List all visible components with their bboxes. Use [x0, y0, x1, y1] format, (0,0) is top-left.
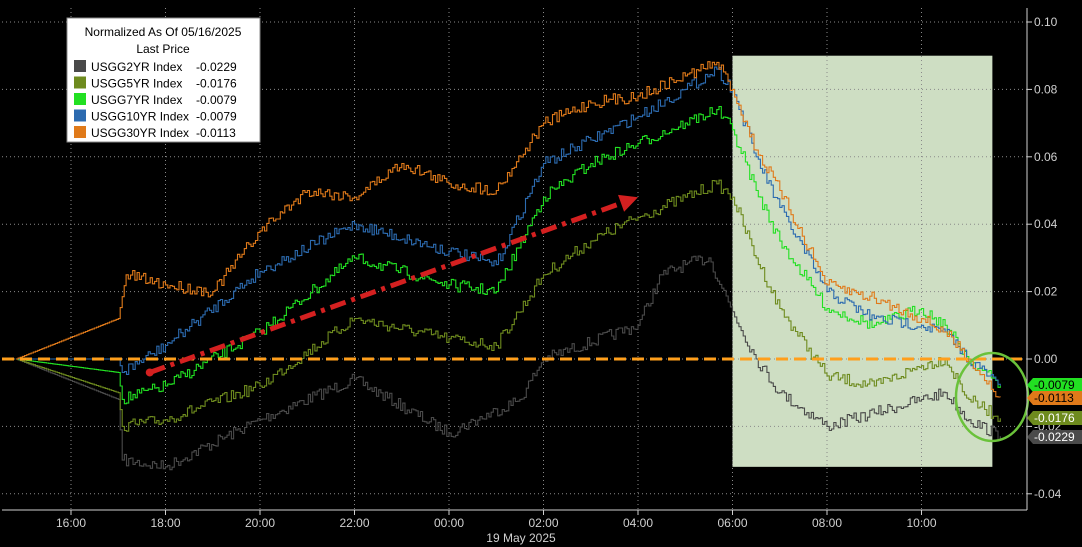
date-label: 19 May 2025 [486, 531, 556, 545]
end-value-label: -0.0176 [1034, 411, 1075, 425]
end-value-tag [1027, 411, 1082, 425]
legend-series-value: -0.0113 [196, 126, 236, 140]
y-tick-label: 0.02 [1034, 285, 1058, 299]
legend-swatch [74, 126, 86, 138]
trend-arrow-head [618, 194, 638, 212]
legend-swatch [74, 93, 86, 105]
series-line-usgg5yr [15, 179, 1001, 432]
series-line-usgg10yr [15, 66, 1001, 386]
legend-swatch [74, 109, 86, 122]
legend-subtitle: Last Price [136, 42, 190, 56]
x-tick-label: 16:00 [56, 516, 86, 530]
y-tick-label: 0.00 [1034, 352, 1058, 366]
trend-arrow-tail [145, 368, 154, 377]
end-value-tag [1027, 391, 1082, 405]
legend-series-name: USGG7YR Index [91, 93, 182, 107]
x-tick-label: 00:00 [434, 516, 464, 530]
x-tick-label: 22:00 [339, 516, 369, 530]
x-tick-label: 10:00 [906, 516, 936, 530]
legend-series-value: -0.0079 [196, 110, 237, 124]
x-tick-label: 02:00 [528, 516, 558, 530]
shaded-region [732, 55, 993, 467]
end-value-label: -0.0079 [1034, 378, 1075, 392]
end-value-tag [1027, 378, 1082, 392]
legend-box [66, 17, 261, 143]
y-tick-label: 0.04 [1034, 217, 1058, 231]
x-tick-label: 20:00 [245, 516, 275, 530]
legend-series-name: USGG5YR Index [91, 77, 182, 91]
trend-arrow-line [148, 199, 625, 375]
series-line-usgg7yr [15, 105, 1001, 405]
y-tick-label: -0.04 [1034, 487, 1062, 501]
legend-series-name: USGG2YR Index [91, 60, 182, 74]
end-value-label: -0.0229 [1034, 430, 1075, 444]
x-tick-label: 08:00 [812, 516, 842, 530]
legend-series-value: -0.0176 [196, 77, 237, 91]
y-tick-label: 0.10 [1034, 15, 1058, 29]
series-line-usgg30yr [15, 61, 1001, 398]
legend-series-name: USGG10YR Index [91, 110, 189, 124]
legend-swatch [74, 60, 86, 72]
x-tick-label: 06:00 [717, 516, 747, 530]
y-tick-label: 0.08 [1034, 82, 1058, 96]
x-tick-label: 04:00 [623, 516, 653, 530]
x-tick-label: 18:00 [150, 516, 180, 530]
end-value-tag [1027, 430, 1082, 444]
legend-series-name: USGG30YR Index [91, 126, 189, 140]
end-value-label: -0.0113 [1034, 391, 1074, 405]
y-tick-label: 0.06 [1034, 150, 1058, 164]
legend-series-value: -0.0079 [196, 93, 237, 107]
legend-series-value: -0.0229 [196, 60, 237, 74]
series-line-usgg2yr [15, 255, 1001, 471]
legend-swatch [74, 76, 86, 89]
legend-title: Normalized As Of 05/16/2025 [85, 25, 242, 39]
